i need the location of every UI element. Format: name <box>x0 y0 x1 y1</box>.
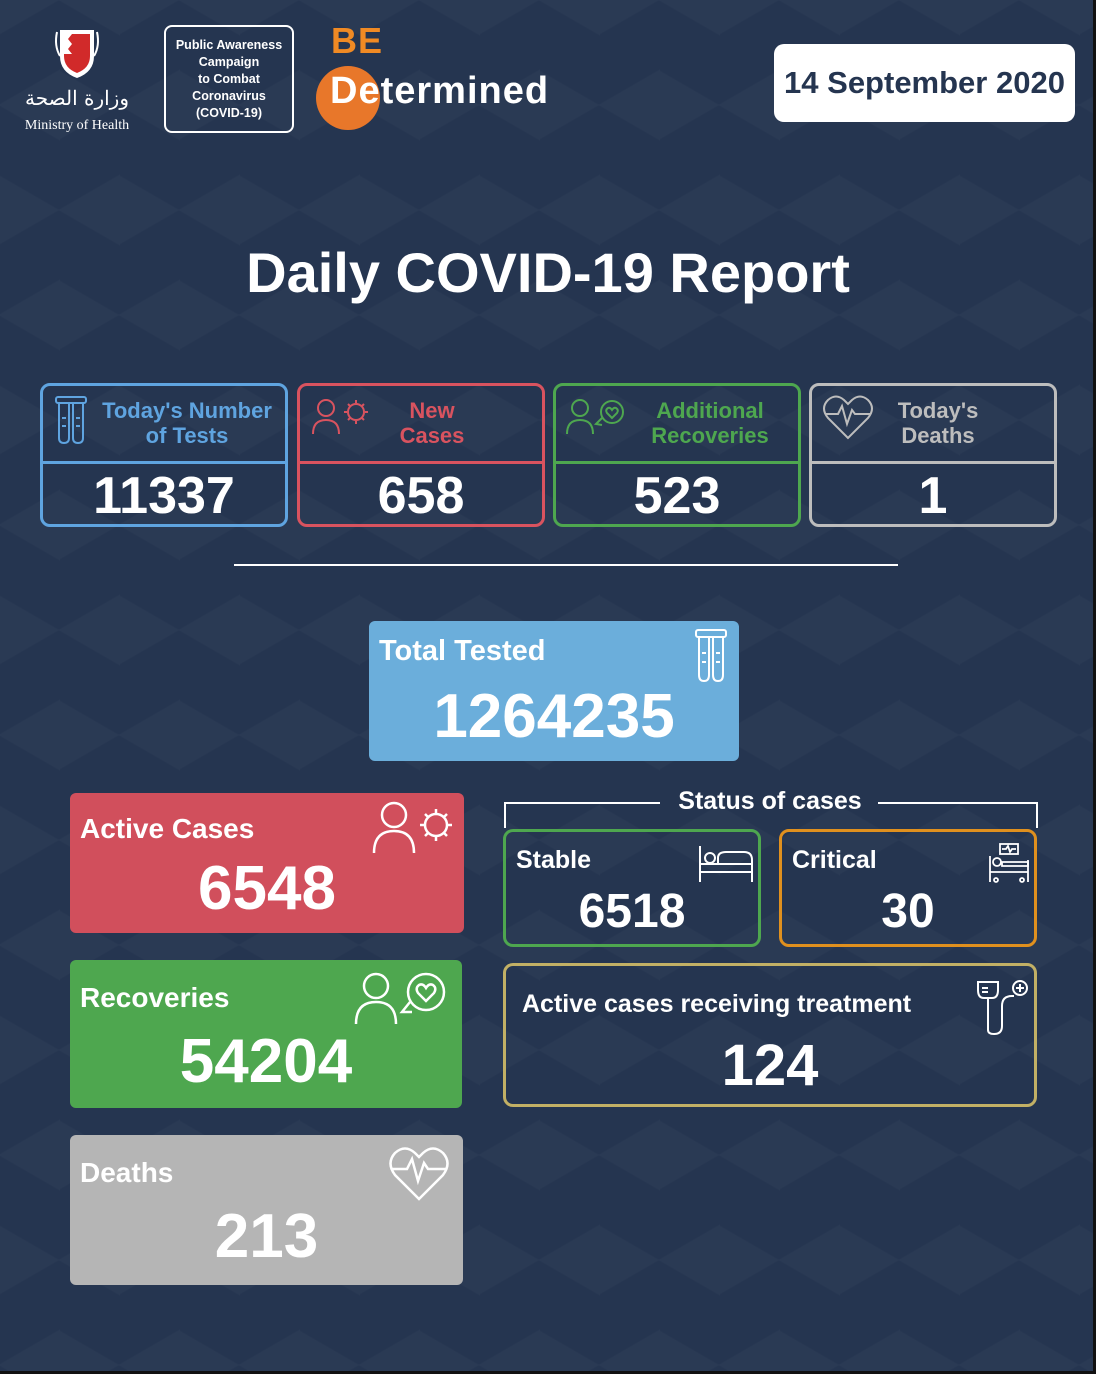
heartbeat-icon <box>823 395 873 440</box>
bracket-line-left <box>504 802 660 804</box>
stable-card: Stable 6518 <box>503 829 761 947</box>
hospital-bed-monitor-icon <box>989 843 1029 883</box>
ministry-arabic-name: وزارة الصحة <box>25 86 129 110</box>
stat-label-line1: Today's <box>897 398 979 423</box>
campaign-line: (COVID-19) <box>196 106 262 120</box>
page-title: Daily COVID-19 Report <box>246 241 850 304</box>
slogan-be: BE <box>331 20 384 61</box>
critical-card: Critical 30 <box>779 829 1037 947</box>
test-tubes-icon <box>695 629 727 683</box>
stat-value-new-cases: 658 <box>377 467 465 525</box>
stat-card-new-cases: New Cases 658 <box>297 383 545 527</box>
status-of-cases-header: Status of cases <box>500 786 1040 830</box>
person-heart-icon <box>354 972 446 1025</box>
test-tubes-icon <box>55 396 87 445</box>
ministry-english-name: Ministry of Health <box>24 118 130 133</box>
stat-card-recoveries: Additional Recoveries 523 <box>553 383 801 527</box>
heartbeat-icon <box>389 1147 449 1201</box>
campaign-box: Public Awareness Campaign to Combat Coro… <box>164 25 294 133</box>
bracket-right <box>1036 802 1038 828</box>
iv-drip-icon <box>977 980 1028 1036</box>
total-tested-value: 1264235 <box>433 682 675 751</box>
campaign-line: Public Awareness <box>175 38 283 52</box>
slogan-determined: Determined <box>330 70 550 112</box>
treatment-card: Active cases receiving treatment 124 <box>503 963 1037 1107</box>
bed-icon <box>699 846 753 882</box>
stat-label-line2: Deaths <box>901 423 975 448</box>
stat-card-tests: Today's Number of Tests 11337 <box>40 383 288 527</box>
treatment-label: Active cases receiving treatment <box>522 990 912 1018</box>
campaign-line: Campaign <box>198 55 260 69</box>
stat-label-line2: Cases <box>399 423 465 448</box>
bracket-left <box>504 802 506 828</box>
status-of-cases-title: Status of cases <box>678 787 862 815</box>
stat-value-recoveries: 523 <box>633 467 721 525</box>
deaths-block: Deaths 213 <box>70 1135 463 1285</box>
deaths-value: 213 <box>214 1202 319 1271</box>
bracket-line-right <box>878 802 1038 804</box>
stat-value-tests: 11337 <box>93 467 235 525</box>
deaths-label: Deaths <box>80 1157 174 1188</box>
recoveries-label: Recoveries <box>80 982 230 1013</box>
critical-value: 30 <box>881 885 935 938</box>
stat-label-line2: of Tests <box>145 423 229 448</box>
critical-label: Critical <box>792 846 877 874</box>
ministry-logo: وزارة الصحة Ministry of Health <box>18 22 136 138</box>
divider <box>234 564 898 566</box>
stat-value-deaths: 1 <box>918 467 948 525</box>
active-cases-value: 6548 <box>198 854 336 923</box>
campaign-line: to Combat <box>198 72 260 86</box>
bahrain-emblem-icon <box>55 30 99 78</box>
person-virus-icon <box>312 399 368 435</box>
treatment-value: 124 <box>721 1033 819 1098</box>
stat-label-line1: New <box>409 398 455 423</box>
recoveries-value: 54204 <box>179 1027 353 1096</box>
slogan-circle <box>316 66 380 130</box>
total-tested-label: Total Tested <box>379 635 546 667</box>
report-date: 14 September 2020 <box>774 44 1075 122</box>
stat-label-line1: Today's Number <box>102 398 272 423</box>
stable-label: Stable <box>516 846 592 874</box>
stat-label-line1: Additional <box>656 398 764 423</box>
recoveries-block: Recoveries 54204 <box>70 960 462 1108</box>
stat-card-deaths: Today's Deaths 1 <box>809 383 1057 527</box>
active-cases-block: Active Cases 6548 <box>70 793 464 933</box>
stat-label-line2: Recoveries <box>651 423 769 448</box>
campaign-line: Coronavirus <box>192 89 266 103</box>
stable-value: 6518 <box>578 885 686 938</box>
active-cases-label: Active Cases <box>80 813 255 844</box>
person-heart-icon <box>566 399 624 435</box>
person-virus-icon <box>372 801 452 854</box>
total-tested-block: Total Tested 1264235 <box>369 621 739 761</box>
